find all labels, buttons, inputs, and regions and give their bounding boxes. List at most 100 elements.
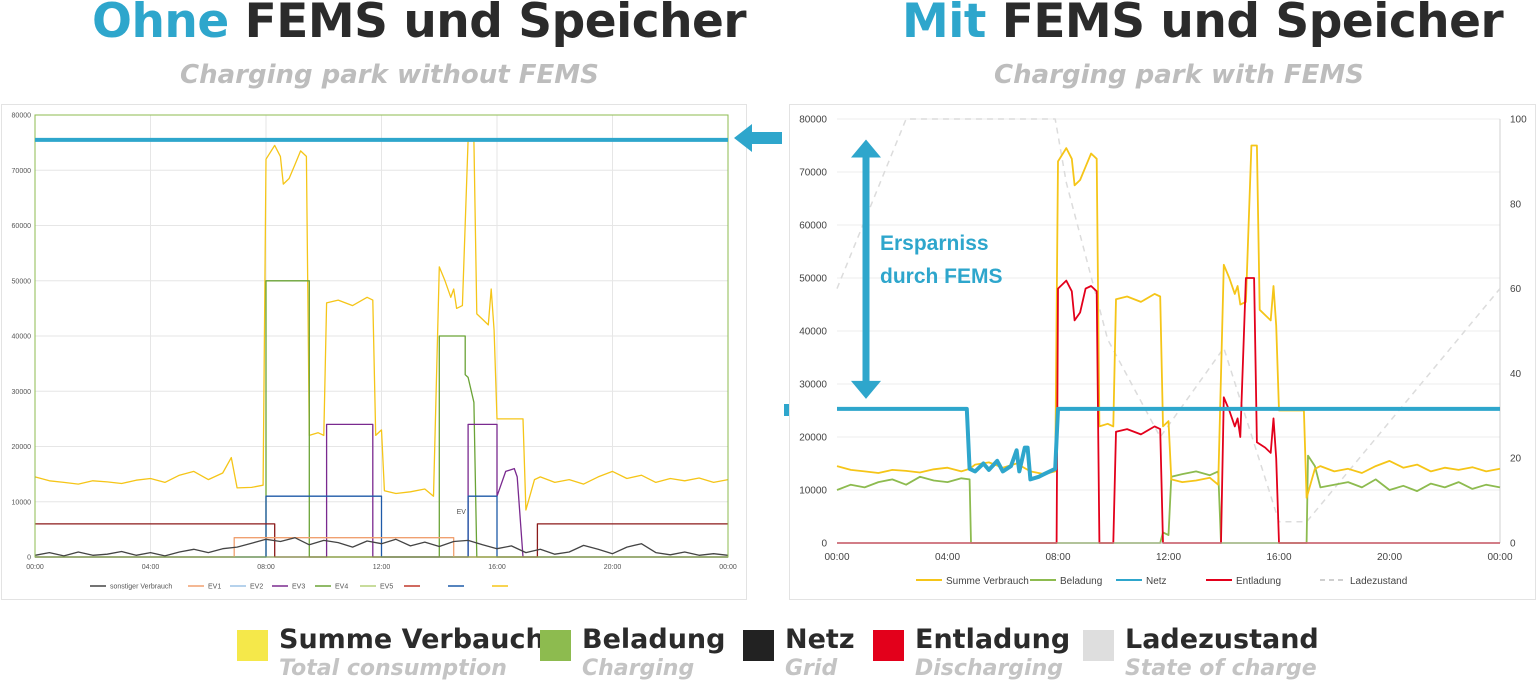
left-grid [34, 114, 729, 558]
legend-swatch-red [873, 630, 904, 661]
right-title-accent: Mit [902, 0, 986, 49]
left-x-tick-label: 04:00 [142, 564, 160, 571]
left-y-tick-label: 0 [27, 555, 31, 562]
right-chart: 0100002000030000400005000060000700008000… [799, 115, 1527, 588]
right-y-tick-label: 40000 [799, 327, 827, 338]
legend-swatch-green [540, 630, 571, 661]
left-title-accent: Ohne [92, 0, 229, 49]
right-x-tick-label: 00:00 [824, 552, 849, 563]
right-y-tick-label: 80000 [799, 115, 827, 126]
right-y-tick-label: 20000 [799, 433, 827, 444]
left-legend-label: sonstiger Verbrauch [110, 584, 172, 591]
right-title-rest: FEMS und Speicher [985, 0, 1504, 49]
left-x-tick-label: 00:00 [26, 564, 44, 571]
left-chart: 0 10000 20000 30000 40000 50000 60000 70000 8000… [12, 113, 737, 591]
right-y2-tick-label: 60 [1510, 284, 1522, 295]
left-y-tick-label: 30000 [12, 389, 32, 396]
right-y2-tick-label: 20 [1510, 454, 1522, 465]
right-chart-panel: 0 10000 20000 30000 40000 50000 60000 70000 8000… [789, 104, 1536, 600]
legend-label: Ladezustand [1125, 624, 1319, 655]
left-y-tick-label: 70000 [12, 168, 32, 175]
left-series-sonstiger-verbrauch [34, 537, 729, 557]
legend-sublabel: Charging [582, 656, 695, 681]
left-legend-label: EV1 [208, 584, 221, 591]
left-x-tick-label: 00:00 [719, 564, 737, 571]
left-y-tick-label: 60000 [12, 223, 32, 230]
left-x-tick-label: 16:00 [488, 564, 506, 571]
right-title: Mit FEMS und Speicher [902, 0, 1504, 49]
right-series-beladung [836, 454, 1501, 544]
left-y-tick-label: 50000 [12, 278, 32, 285]
left-legend-label: EV3 [292, 584, 305, 591]
legend-sublabel: Total consumption [279, 656, 507, 681]
left-x-tick-label: 12:00 [373, 564, 391, 571]
left-legend-label: EV4 [335, 584, 348, 591]
left-chart-panel: 0 10000 20000 30000 40000 50000 60000 70000 8000… [1, 104, 747, 600]
left-y-tick-label: 20000 [12, 444, 32, 451]
legend-label: Netz [785, 624, 855, 655]
left-x-tick-label: 20:00 [604, 564, 622, 571]
legend-swatch-black [743, 630, 774, 661]
legend-sublabel: Grid [785, 656, 838, 681]
right-legend-label: Summe Verbrauch [946, 576, 1029, 587]
left-x-ticks: 00:00 04:00 08:00 12:00 16:00 20:00 00:00 [26, 564, 737, 571]
right-y-tick-label: 0 [821, 539, 827, 550]
right-subtitle: Charging park with FEMS [994, 60, 1365, 90]
right-x-tick-label: 08:00 [1045, 552, 1070, 563]
right-legend-label: Ladezustand [1350, 576, 1407, 587]
right-legend-label: Entladung [1236, 576, 1281, 587]
right-y2-ticks: 0 20 40 60 80 100 [1510, 115, 1527, 550]
legend-label: Summe Verbauch [279, 624, 545, 655]
right-x-tick-label: 00:00 [1487, 552, 1512, 563]
savings-arrow-head-top [851, 139, 881, 158]
right-series-netz [837, 406, 1500, 482]
savings-arrow-head-bottom [851, 380, 881, 399]
left-x-tick-label: 08:00 [257, 564, 275, 571]
right-legend-label: Beladung [1060, 576, 1102, 587]
right-y2-tick-label: 80 [1510, 199, 1522, 210]
left-annotation: EV [457, 509, 467, 516]
right-y-tick-label: 10000 [799, 486, 827, 497]
left-y-tick-label: 80000 [12, 113, 32, 120]
right-series-summe-verbrauch [836, 144, 1501, 499]
legend-swatch-gray [1083, 630, 1114, 661]
right-y-tick-label: 60000 [799, 221, 827, 232]
bottom-legend: Summe Verbauch Total consumption Beladun… [0, 624, 1536, 682]
left-plot-frame [34, 114, 729, 558]
legend-sublabel: State of charge [1125, 656, 1317, 681]
legend-swatch-yellow [237, 630, 268, 661]
left-subtitle: Charging park without FEMS [180, 60, 599, 90]
right-x-ticks: 00:00 04:00 08:00 12:00 16:00 20:00 00:00 [824, 552, 1512, 563]
left-series-ev3 [35, 423, 728, 558]
right-y-tick-label: 50000 [799, 274, 827, 285]
right-legend-label: Netz [1146, 576, 1167, 587]
right-x-tick-label: 12:00 [1156, 552, 1181, 563]
left-legend-label: EV2 [250, 584, 263, 591]
savings-annotation-line2: durch FEMS [880, 265, 1003, 288]
left-series-ev4 [35, 280, 728, 558]
legend-label: Beladung [582, 624, 726, 655]
right-grid [837, 118, 1501, 544]
savings-annotation-line1: Ersparniss [880, 232, 989, 255]
left-title-rest: FEMS und Speicher [228, 0, 747, 49]
left-title: Ohne FEMS und Speicher [92, 0, 747, 49]
right-y-ticks: 0 10000 20000 30000 40000 50000 60000 70000 8000… [799, 115, 827, 550]
right-x-tick-label: 04:00 [935, 552, 960, 563]
left-legend: sonstiger Verbrauch EV1 EV2 EV3 EV4 EV5 [90, 584, 508, 591]
left-y-ticks: 0 10000 20000 30000 40000 50000 60000 70000 8000… [12, 113, 32, 562]
peak-arrow-left-icon [734, 124, 782, 152]
left-series-summe-verbrauch [34, 139, 729, 511]
legend-sublabel: Discharging [915, 656, 1063, 681]
right-y2-tick-label: 40 [1510, 369, 1522, 380]
left-y-tick-label: 40000 [12, 334, 32, 341]
right-y2-tick-label: 0 [1510, 539, 1516, 550]
right-y2-tick-label: 100 [1510, 115, 1527, 126]
right-y-tick-label: 30000 [799, 380, 827, 391]
right-y-tick-label: 70000 [799, 168, 827, 179]
right-series [836, 118, 1501, 544]
legend-label: Entladung [915, 624, 1071, 655]
right-series-entladung [837, 277, 1500, 544]
savings-double-arrow-icon [851, 139, 881, 399]
right-series-ladezustand [836, 118, 1501, 523]
left-y-tick-label: 10000 [12, 499, 32, 506]
